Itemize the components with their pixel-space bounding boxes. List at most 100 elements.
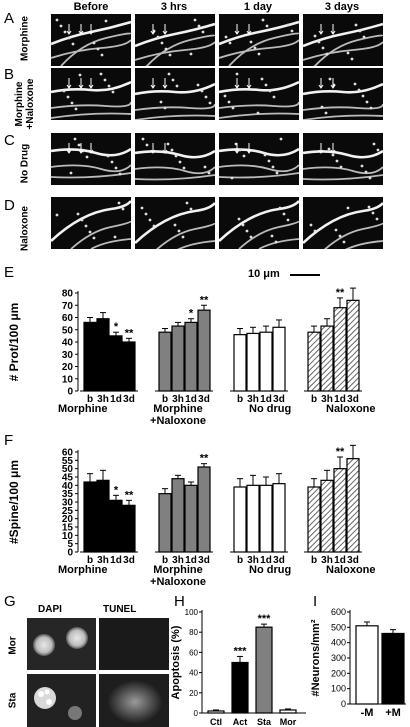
y-tick-label: 60: [62, 448, 74, 459]
arrow-marker: [162, 24, 168, 35]
x-tick-label: 3h: [172, 394, 184, 405]
spine: [241, 223, 245, 227]
x-tick-label: +M: [385, 707, 401, 719]
spine: [163, 106, 167, 110]
y-tick-label: 0: [67, 387, 73, 398]
bar: [83, 481, 97, 553]
spine: [360, 164, 364, 168]
dendrite: [135, 103, 215, 111]
dendrite: [145, 34, 215, 66]
dendrite: [303, 114, 383, 120]
column-header-before: Before: [73, 1, 109, 13]
dendrite: [135, 22, 215, 48]
bar: [184, 321, 198, 392]
spine: [235, 72, 239, 76]
x-tick-label: Mor: [280, 717, 297, 727]
spine: [185, 201, 189, 205]
column-header-1day: 1 day: [243, 1, 273, 13]
spine: [71, 42, 75, 46]
spine: [103, 78, 107, 82]
dendrite: [303, 166, 383, 175]
spine: [237, 217, 241, 221]
spine: [62, 89, 66, 93]
x-tick-label: 3d: [198, 555, 210, 566]
dendrite: [135, 166, 215, 175]
y-tick-label: 20: [62, 362, 74, 373]
y-tick-label: 80: [189, 628, 198, 637]
dendrite: [155, 222, 215, 249]
group-label-f-morphine-naloxone: Morphine +Naloxone: [150, 564, 206, 588]
micrograph-d-4: [303, 197, 383, 249]
spine: [331, 153, 335, 157]
spine: [166, 142, 170, 146]
spine: [324, 111, 328, 115]
y-tick-label: 80: [62, 289, 74, 300]
spine: [204, 95, 208, 99]
x-tick-label: 3h: [321, 555, 333, 566]
spine: [88, 230, 92, 234]
group-label-e-morphine-naloxone: Morphine +Naloxone: [150, 403, 206, 427]
spine: [249, 235, 253, 239]
dendrite: [313, 34, 383, 66]
x-tick-label: 3h: [172, 555, 184, 566]
spine: [66, 95, 70, 99]
spine: [104, 19, 108, 23]
bar: [320, 479, 334, 553]
spine: [264, 83, 268, 87]
arrow-marker: [66, 143, 72, 154]
spine: [175, 84, 179, 88]
arrow-marker: [78, 78, 84, 89]
spine: [309, 223, 313, 227]
spine: [272, 95, 276, 99]
micrograph-d-2: [135, 197, 215, 249]
spine: [208, 101, 212, 105]
dendrite: [303, 22, 383, 48]
spine: [174, 154, 178, 158]
column-header-3hrs: 3 hrs: [160, 1, 188, 13]
bar: [333, 307, 347, 392]
group-label-f-no-drug: No drug: [249, 564, 292, 576]
bar: [355, 625, 379, 705]
spine: [207, 171, 211, 175]
y-tick-label: 300: [331, 653, 346, 663]
bar: [381, 632, 405, 705]
spine: [63, 30, 67, 34]
spine: [171, 78, 175, 82]
x-tick-label: 3d: [347, 394, 359, 405]
spine: [354, 23, 358, 27]
y-tick-label: 0: [341, 699, 346, 709]
arrow-marker: [150, 78, 156, 89]
spine: [73, 137, 77, 141]
spine: [268, 89, 272, 93]
spine: [189, 207, 193, 211]
panel-label-c: C: [4, 132, 15, 149]
bar: [158, 331, 172, 392]
y-tick-label: 0: [67, 548, 73, 559]
y-tick-label: 500: [331, 622, 346, 632]
spine: [358, 29, 362, 33]
spine: [231, 106, 235, 110]
spine: [152, 224, 156, 228]
x-tick-label: Sta: [257, 717, 272, 727]
spine: [335, 159, 339, 163]
spine: [327, 147, 331, 151]
spine: [100, 53, 104, 57]
x-tick-label: b: [237, 394, 243, 405]
spine: [196, 83, 200, 87]
dendrite: [60, 32, 131, 66]
spine: [367, 205, 371, 209]
spine: [164, 47, 168, 51]
y-tick-label: 35: [62, 489, 74, 500]
significance-mark: **: [336, 446, 345, 458]
spine: [286, 218, 290, 222]
spine: [313, 229, 317, 233]
panel-label-i: I: [313, 593, 318, 610]
y-tick-label: 10: [62, 374, 74, 385]
dendrite: [51, 147, 131, 157]
row-label-no-drug: No Drug: [19, 143, 31, 184]
spine: [325, 52, 329, 56]
bar: [320, 325, 334, 392]
x-tick-label: 1d: [260, 555, 272, 566]
bar: [109, 499, 123, 553]
